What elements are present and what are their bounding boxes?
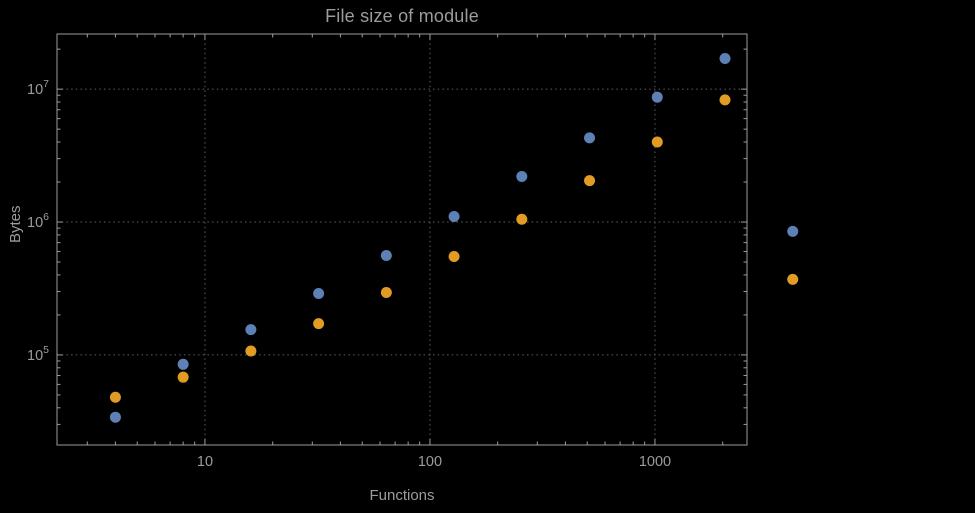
data-point-series-1-blue (245, 324, 257, 336)
x-tick-label: 1000 (639, 454, 671, 470)
data-point-series-2-orange (109, 391, 121, 403)
y-tick-label: 107 (27, 78, 49, 98)
x-tick-label: 100 (418, 454, 442, 470)
data-point-series-1-blue (380, 250, 392, 262)
x-axis-label: Functions (369, 487, 435, 504)
x-tick-label: 10 (197, 454, 213, 470)
chart-title: File size of module (325, 6, 479, 26)
data-point-series-2-orange (651, 136, 663, 148)
y-tick-label: 106 (27, 211, 49, 231)
data-point-series-2-orange (787, 273, 799, 285)
data-point-series-2-orange (177, 371, 189, 383)
plot-frame (56, 33, 748, 446)
data-point-series-1-blue (109, 411, 121, 423)
data-point-series-2-orange (380, 286, 392, 298)
data-point-series-1-blue (787, 225, 799, 237)
data-point-series-1-blue (719, 53, 731, 65)
data-point-series-1-blue (584, 132, 596, 144)
data-point-series-2-orange (245, 345, 257, 357)
data-point-series-1-blue (313, 287, 325, 299)
data-point-series-2-orange (719, 94, 731, 106)
data-point-series-1-blue (651, 91, 663, 103)
data-point-series-2-orange (448, 251, 460, 263)
data-point-series-1-blue (516, 171, 528, 183)
y-axis-label: Bytes (7, 205, 24, 243)
y-tick-label: 105 (27, 344, 49, 364)
data-point-series-2-orange (584, 175, 596, 187)
data-point-series-1-blue (177, 358, 189, 370)
data-point-series-2-orange (313, 318, 325, 330)
data-point-series-2-orange (516, 213, 528, 225)
data-point-series-1-blue (448, 211, 460, 223)
